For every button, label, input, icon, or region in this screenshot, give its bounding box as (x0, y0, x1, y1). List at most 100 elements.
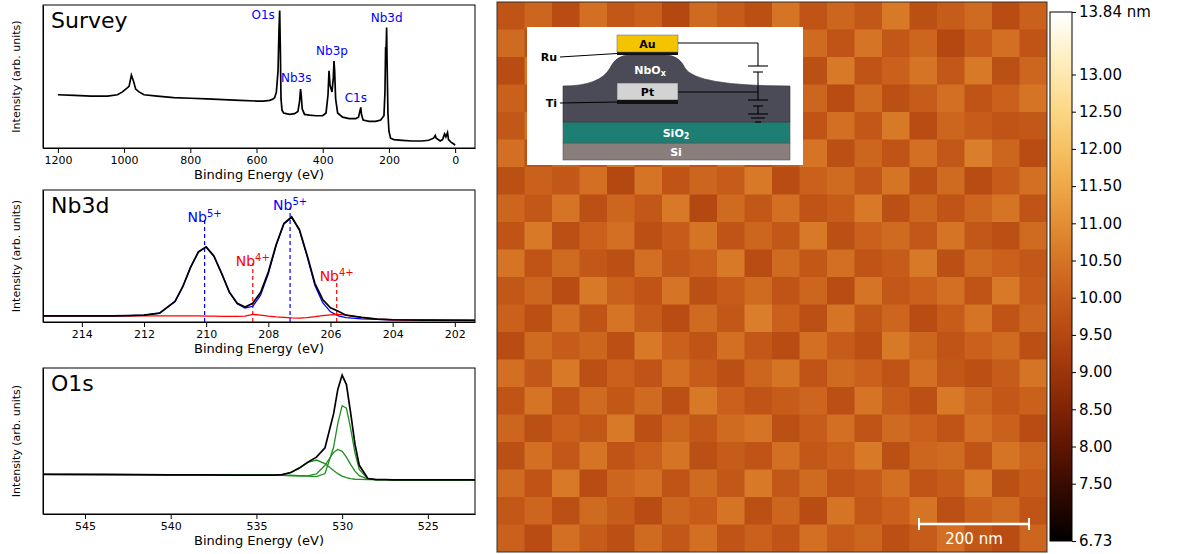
afm-cell (772, 332, 800, 360)
afm-cell (800, 332, 828, 360)
afm-cell (690, 442, 718, 470)
afm-cell (717, 277, 745, 305)
x-tick-mark (455, 148, 456, 153)
colorbar-tick: 12.00 (1072, 140, 1122, 158)
afm-cell (525, 497, 553, 525)
colorbar-tick: 11.50 (1072, 177, 1122, 195)
afm-cell (827, 30, 855, 58)
annotation-text: C1s (345, 91, 367, 105)
afm-cell (662, 167, 690, 195)
x-tick-mark (257, 148, 258, 153)
afm-cell (745, 497, 773, 525)
afm-cell (965, 250, 993, 278)
afm-cell (552, 470, 580, 498)
y-axis-line (43, 191, 44, 323)
afm-cell (855, 525, 883, 553)
afm-cell (525, 360, 553, 388)
x-tick: 545 (75, 514, 96, 533)
colorbar-tick-mark (1072, 149, 1076, 150)
afm-cell (552, 167, 580, 195)
annotation-text: Nb3d (371, 11, 403, 25)
afm-cell (827, 195, 855, 223)
colorbar-tick: 9.50 (1072, 326, 1112, 344)
layer-label: SiO2 (663, 127, 690, 141)
afm-cell (800, 360, 828, 388)
afm-cell (965, 305, 993, 333)
afm-cell (882, 470, 910, 498)
colorbar (1050, 12, 1072, 541)
x-tick-mark (323, 148, 324, 153)
afm-cell (525, 222, 553, 250)
afm-cell (827, 387, 855, 415)
afm-cell (525, 277, 553, 305)
colorbar-tick: 13.84 nm (1072, 3, 1151, 21)
annotation-line (289, 207, 290, 322)
afm-cell (882, 525, 910, 553)
afm-cell (690, 497, 718, 525)
afm-cell (800, 387, 828, 415)
layer-label-text: Pt (641, 86, 654, 99)
afm-cell (882, 415, 910, 443)
afm-cell (690, 332, 718, 360)
x-tick-mark (256, 514, 257, 519)
colorbar-tick: 12.50 (1072, 103, 1122, 121)
afm-cell (717, 470, 745, 498)
afm-cell (882, 30, 910, 58)
afm-cell (965, 30, 993, 58)
afm-cell (910, 332, 938, 360)
x-tick-label: 800 (180, 154, 201, 167)
afm-cell (690, 415, 718, 443)
afm-cell (882, 195, 910, 223)
annotation-superscript: 5+ (292, 196, 307, 207)
annotation-text: Nb3p (316, 44, 348, 58)
afm-cell (497, 250, 525, 278)
afm-cell (910, 360, 938, 388)
colorbar-tick-label: 12.00 (1079, 140, 1122, 158)
colorbar-axis: 13.84 nm13.0012.5012.0011.5011.0010.5010… (1072, 3, 1151, 550)
afm-cell (525, 305, 553, 333)
afm-cell (965, 222, 993, 250)
afm-cell (937, 195, 965, 223)
afm-cell (965, 277, 993, 305)
afm-cell (910, 305, 938, 333)
colorbar-tick-label: 13.84 nm (1079, 3, 1151, 21)
colorbar-tick-mark (1072, 372, 1076, 373)
x-tick-label: 202 (445, 328, 466, 341)
afm-cell (827, 85, 855, 113)
afm-cell (965, 112, 993, 140)
afm-cell (497, 195, 525, 223)
afm-cell (607, 2, 635, 30)
afm-cell (717, 387, 745, 415)
annotation-text: Nb (273, 197, 292, 213)
afm-cell (882, 442, 910, 470)
colorbar-tick-mark (1072, 447, 1076, 448)
afm-cell (745, 305, 773, 333)
afm-cell (937, 2, 965, 30)
afm-cell (745, 415, 773, 443)
panel-title: Survey (51, 8, 128, 33)
afm-cell (800, 195, 828, 223)
afm-cell (855, 415, 883, 443)
annotation-line (252, 263, 253, 322)
afm-cell (965, 57, 993, 85)
afm-cell (772, 2, 800, 30)
afm-cell (855, 222, 883, 250)
afm-cell (855, 85, 883, 113)
annotation-text: O1s (251, 8, 274, 22)
afm-cell (497, 360, 525, 388)
afm-cell (662, 360, 690, 388)
afm-cell (882, 167, 910, 195)
afm-cell (800, 415, 828, 443)
afm-cell (772, 442, 800, 470)
afm-cell (635, 332, 663, 360)
afm-cell (992, 112, 1020, 140)
annotation-text: Nb (188, 209, 207, 225)
x-tick: 208 (258, 322, 279, 341)
colorbar-tick-label: 12.50 (1079, 103, 1122, 121)
afm-cell (662, 525, 690, 553)
afm-cell (1020, 387, 1048, 415)
afm-cell (800, 525, 828, 553)
x-tick-mark (171, 514, 172, 519)
y-axis (43, 369, 44, 515)
annotation-text: Nb3s (281, 71, 311, 85)
